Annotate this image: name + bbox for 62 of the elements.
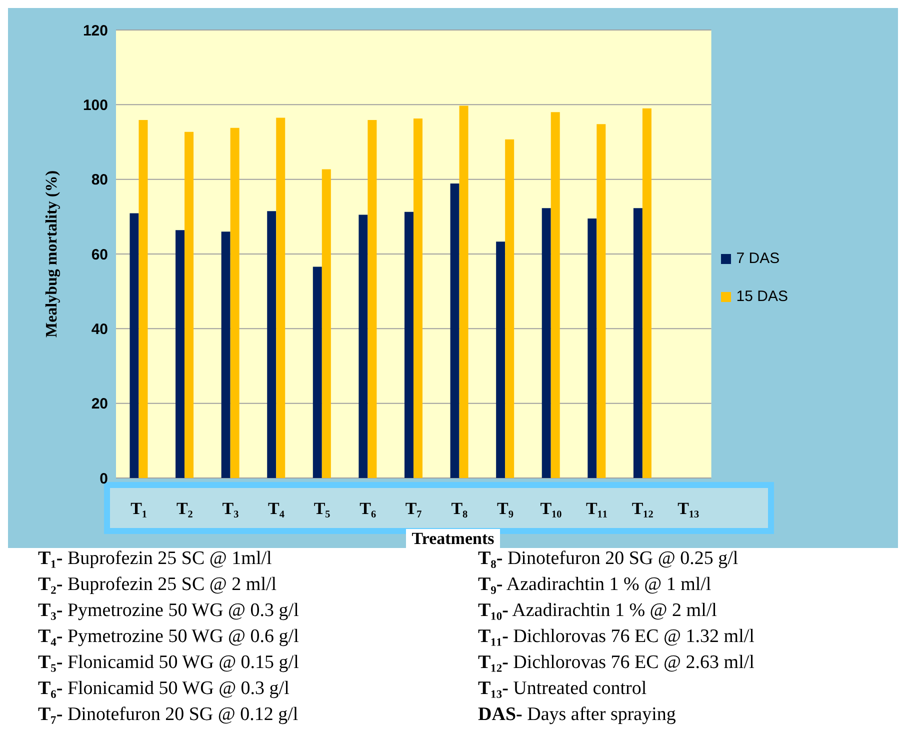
bar — [312, 266, 322, 478]
x-tick-label: T₁₁ — [586, 499, 608, 518]
text: T₉- Azadirachtin 1 % @ 1 ml/l — [478, 574, 712, 597]
x-tick-label: T₁₀ — [540, 499, 562, 518]
x-axis-title: Treatments — [406, 529, 500, 548]
bar — [221, 232, 230, 478]
y-tick-label: 100 — [82, 96, 108, 114]
bar — [413, 118, 422, 478]
x-tick-label: T₇ — [405, 499, 422, 518]
bar — [596, 124, 606, 478]
text: T₈- Dinotefuron 20 SG @ 0.25 g/l — [478, 548, 740, 571]
bar — [184, 132, 194, 478]
bar — [176, 230, 185, 478]
y-tick-label: 80 — [91, 172, 108, 189]
x-tick-label: T₃ — [222, 499, 239, 518]
text: T₁₁- Dichlorovas 76 EC @ 1.32 ml/l — [478, 626, 754, 649]
bar — [496, 242, 506, 478]
y-tick-label: 40 — [91, 320, 108, 338]
x-tick-label: T₆ — [360, 499, 376, 518]
y-tick-label: 0 — [100, 470, 108, 488]
y-axis-title: Mealybug mortality (%) — [44, 170, 61, 338]
y-tick-label: 120 — [82, 22, 108, 40]
legend-label: 7 DAS — [736, 249, 780, 269]
x-tick-label: T₄ — [268, 499, 284, 518]
text: DAS- Days after spraying — [478, 704, 677, 727]
text: T₁₀- Azadirachtin 1 % @ 2 ml/l — [478, 600, 718, 623]
bar — [542, 208, 551, 478]
text: T₁- Buprofezin 25 SC @ 1ml/l — [38, 548, 273, 571]
x-tick-label: T₁ — [130, 499, 148, 518]
bar — [588, 218, 597, 478]
text: T₆- Flonicamid 50 WG @ 0.3 g/l — [38, 678, 290, 701]
text: T₃- Pymetrozine 50 WG @ 0.3 g/l — [38, 600, 300, 623]
text: T₅- Flonicamid 50 WG @ 0.15 g/l — [38, 652, 300, 675]
bar — [230, 128, 240, 478]
bar — [633, 208, 642, 478]
bar — [450, 183, 460, 478]
text: T₁₂- Dichlorovas 76 EC @ 2.63 ml/l — [478, 652, 754, 675]
x-tick-label: T₁₃ — [678, 499, 700, 518]
x-tick-label: T₅ — [314, 499, 330, 518]
y-tick-label: 20 — [91, 396, 108, 413]
text: T₂- Buprofezin 25 SC @ 2 ml/l — [38, 574, 278, 597]
x-tick-label: T₈ — [451, 499, 468, 518]
bar — [130, 213, 139, 478]
bar — [322, 169, 331, 478]
text: T₁₃- Untreated control — [478, 678, 648, 701]
x-tick-label: T₁₂ — [632, 499, 654, 518]
legend-label: 15 DAS — [736, 287, 788, 307]
bar — [138, 120, 148, 478]
x-tick-label: T₉ — [497, 499, 514, 518]
bar — [276, 118, 286, 478]
y-tick-label: 60 — [91, 246, 108, 264]
bar — [642, 108, 652, 478]
bar — [550, 112, 560, 478]
text: T₄- Pymetrozine 50 WG @ 0.6 g/l — [38, 626, 300, 649]
bar — [459, 106, 468, 478]
bar — [267, 211, 276, 478]
bar — [358, 214, 368, 478]
text: T₇- Dinotefuron 20 SG @ 0.12 g/l — [38, 704, 300, 727]
bar — [505, 139, 514, 478]
bar — [368, 120, 377, 478]
bar — [404, 212, 414, 478]
x-tick-label: T₂ — [176, 499, 193, 518]
